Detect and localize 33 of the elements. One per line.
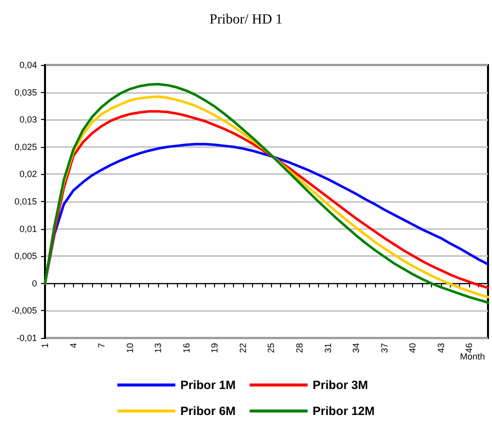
y-tick-label: 0,02: [19, 169, 37, 180]
y-tick-label: 0,035: [14, 87, 37, 98]
x-tick-label: 28: [294, 343, 304, 354]
x-tick-label: 31: [322, 343, 333, 354]
legend-label: Pribor 3M: [312, 378, 368, 392]
y-tick-label: -0,005: [11, 306, 37, 316]
y-tick-label: 0,01: [19, 224, 37, 234]
x-tick-label: 1: [40, 343, 50, 348]
x-tick-label: 19: [210, 343, 220, 354]
chart-title: Pribor/ HD 1: [209, 12, 283, 28]
x-tick-label: 22: [238, 343, 248, 354]
x-tick-label: 40: [408, 343, 418, 354]
x-tick-label: 10: [124, 343, 135, 354]
y-tick-label: 0,04: [19, 60, 37, 70]
x-tick-label: 34: [351, 343, 362, 354]
x-tick-label: 46: [464, 343, 474, 354]
y-tick-label: 0,025: [14, 142, 37, 152]
x-tick-label: 37: [379, 343, 390, 354]
x-tick-label: 13: [153, 343, 164, 354]
y-tick-label: 0: [32, 278, 37, 288]
x-tick-label: 16: [181, 343, 192, 354]
y-tick-label: 0,015: [14, 196, 37, 206]
legend-label: Pribor 1M: [180, 378, 236, 392]
x-tick-label: 4: [68, 343, 78, 348]
legend-label: Pribor 12M: [312, 404, 375, 418]
y-tick-label: -0,01: [16, 333, 37, 343]
y-tick-label: 0,03: [19, 114, 37, 125]
x-tick-label: 43: [436, 343, 446, 354]
x-tick-label: 25: [266, 343, 276, 354]
x-tick-label: 7: [96, 343, 107, 348]
x-axis-title: Month: [460, 352, 485, 362]
legend-label: Pribor 6M: [180, 404, 236, 418]
y-tick-label: 0,005: [14, 251, 37, 262]
